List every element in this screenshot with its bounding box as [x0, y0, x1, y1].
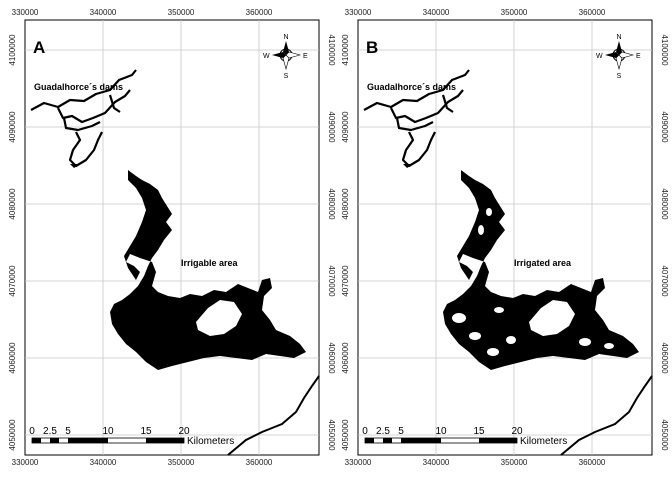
scale-bar: 0 2.5 5 10 15 20 Kilometers — [29, 426, 234, 447]
reservoir-tail — [403, 164, 413, 168]
x-tick-top: 340000 — [90, 8, 117, 17]
scale-unit: Kilometers — [187, 436, 234, 447]
compass-e-label: E — [303, 53, 308, 60]
x-tick-bottom: 350000 — [168, 458, 195, 467]
reservoir-shapes — [30, 69, 137, 168]
scale-number: 0 — [29, 426, 35, 437]
scale-number: 5 — [398, 426, 404, 437]
x-tick-top: 340000 — [423, 8, 450, 17]
y-tick-right: 4070000 — [327, 265, 336, 297]
area-label: Irrigable area — [181, 258, 239, 268]
y-tick-left: 4090000 — [8, 111, 17, 143]
x-tick-top: 360000 — [246, 8, 273, 17]
map-frame — [357, 19, 653, 456]
panel-letter: A — [33, 38, 45, 57]
y-tick-left: 4070000 — [8, 265, 17, 297]
scale-number: 20 — [178, 426, 190, 437]
y-tick-left: 4070000 — [341, 265, 350, 297]
scale-number: 2.5 — [376, 426, 390, 437]
y-tick-right: 4050000 — [327, 419, 336, 451]
reservoir-tail — [70, 164, 80, 168]
y-tick-left: 4050000 — [341, 419, 350, 451]
y-tick-right: 4090000 — [660, 111, 669, 143]
scale-bar: 0 2.5 5 10 15 20 Kilometers — [362, 426, 567, 447]
x-tick-top: 350000 — [168, 8, 195, 17]
compass-s-label: S — [617, 73, 622, 80]
north-arrow-icon: N S E W — [263, 34, 308, 80]
scale-number: 2.5 — [43, 426, 57, 437]
y-tick-left: 4060000 — [8, 342, 17, 374]
non-irrigated-gaps — [452, 208, 614, 356]
y-tick-right: 4100000 — [327, 34, 336, 66]
y-tick-left: 4100000 — [341, 34, 350, 66]
compass-e-label: E — [636, 53, 641, 60]
x-tick-top: 360000 — [579, 8, 606, 17]
y-tick-left: 4090000 — [341, 111, 350, 143]
map-frame — [24, 19, 320, 456]
compass-n-label: N — [283, 34, 288, 41]
x-tick-bottom: 340000 — [423, 458, 450, 467]
map-panel-b: 330000 340000 350000 360000 330000 34000… — [341, 8, 669, 467]
compass-w-label: W — [596, 53, 603, 60]
y-tick-right: 4060000 — [660, 342, 669, 374]
y-tick-right: 4080000 — [660, 188, 669, 220]
x-tick-bottom: 330000 — [12, 458, 39, 467]
x-tick-top: 330000 — [345, 8, 372, 17]
y-tick-right: 4100000 — [660, 34, 669, 66]
y-tick-left: 4080000 — [341, 188, 350, 220]
scale-number: 10 — [102, 426, 114, 437]
scale-number: 15 — [140, 426, 152, 437]
scale-number: 15 — [473, 426, 485, 437]
y-tick-right: 4060000 — [327, 342, 336, 374]
y-tick-left: 4080000 — [8, 188, 17, 220]
north-arrow-icon: N S E W — [596, 34, 641, 80]
x-tick-bottom: 340000 — [90, 458, 117, 467]
x-tick-bottom: 360000 — [246, 458, 273, 467]
area-label: Irrigated area — [514, 258, 572, 268]
x-tick-bottom: 330000 — [345, 458, 372, 467]
scale-number: 10 — [435, 426, 447, 437]
map-panel-a: 330000 340000 350000 360000 330000 34000… — [8, 8, 336, 467]
x-tick-top: 330000 — [12, 8, 39, 17]
x-tick-bottom: 350000 — [501, 458, 528, 467]
coastline — [560, 375, 653, 456]
compass-s-label: S — [284, 73, 289, 80]
y-tick-left: 4060000 — [341, 342, 350, 374]
y-tick-right: 4070000 — [660, 265, 669, 297]
scale-number: 5 — [65, 426, 71, 437]
y-tick-left: 4050000 — [8, 419, 17, 451]
scale-number: 20 — [511, 426, 523, 437]
y-tick-right: 4080000 — [327, 188, 336, 220]
dams-label: Guadalhorce´s dams — [34, 82, 123, 92]
x-tick-bottom: 360000 — [579, 458, 606, 467]
dams-label: Guadalhorce´s dams — [367, 82, 456, 92]
coastline — [227, 375, 320, 456]
panel-letter: B — [366, 38, 378, 57]
compass-w-label: W — [263, 53, 270, 60]
irrigable-area-shape — [110, 170, 306, 370]
y-tick-right: 4050000 — [660, 419, 669, 451]
compass-n-label: N — [616, 34, 621, 41]
scale-number: 0 — [362, 426, 368, 437]
irrigated-area-shape — [443, 170, 639, 370]
reservoir-shapes — [363, 69, 470, 168]
x-tick-top: 350000 — [501, 8, 528, 17]
y-tick-right: 4090000 — [327, 111, 336, 143]
scale-unit: Kilometers — [520, 436, 567, 447]
y-tick-left: 4100000 — [8, 34, 17, 66]
